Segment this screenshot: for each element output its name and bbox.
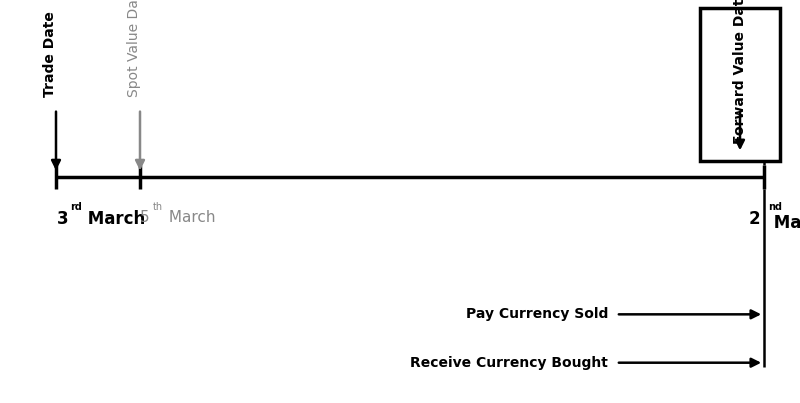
- Text: Pay Currency Sold: Pay Currency Sold: [466, 307, 608, 321]
- Text: March: March: [82, 210, 145, 228]
- Text: Spot Value Date: Spot Value Date: [126, 0, 141, 97]
- Text: $\mathbf{3}$: $\mathbf{3}$: [56, 210, 68, 228]
- Text: May: May: [768, 214, 800, 232]
- Text: nd: nd: [768, 202, 782, 212]
- Text: 2: 2: [748, 210, 760, 228]
- Text: Receive Currency Bought: Receive Currency Bought: [410, 356, 608, 370]
- Text: th: th: [153, 202, 163, 212]
- Text: rd: rd: [70, 202, 82, 212]
- Text: March: March: [164, 210, 215, 224]
- Text: Trade Date: Trade Date: [42, 11, 57, 97]
- Text: Forward Value Date: Forward Value Date: [733, 0, 747, 144]
- Bar: [700, 8, 780, 161]
- Text: 5: 5: [140, 210, 150, 224]
